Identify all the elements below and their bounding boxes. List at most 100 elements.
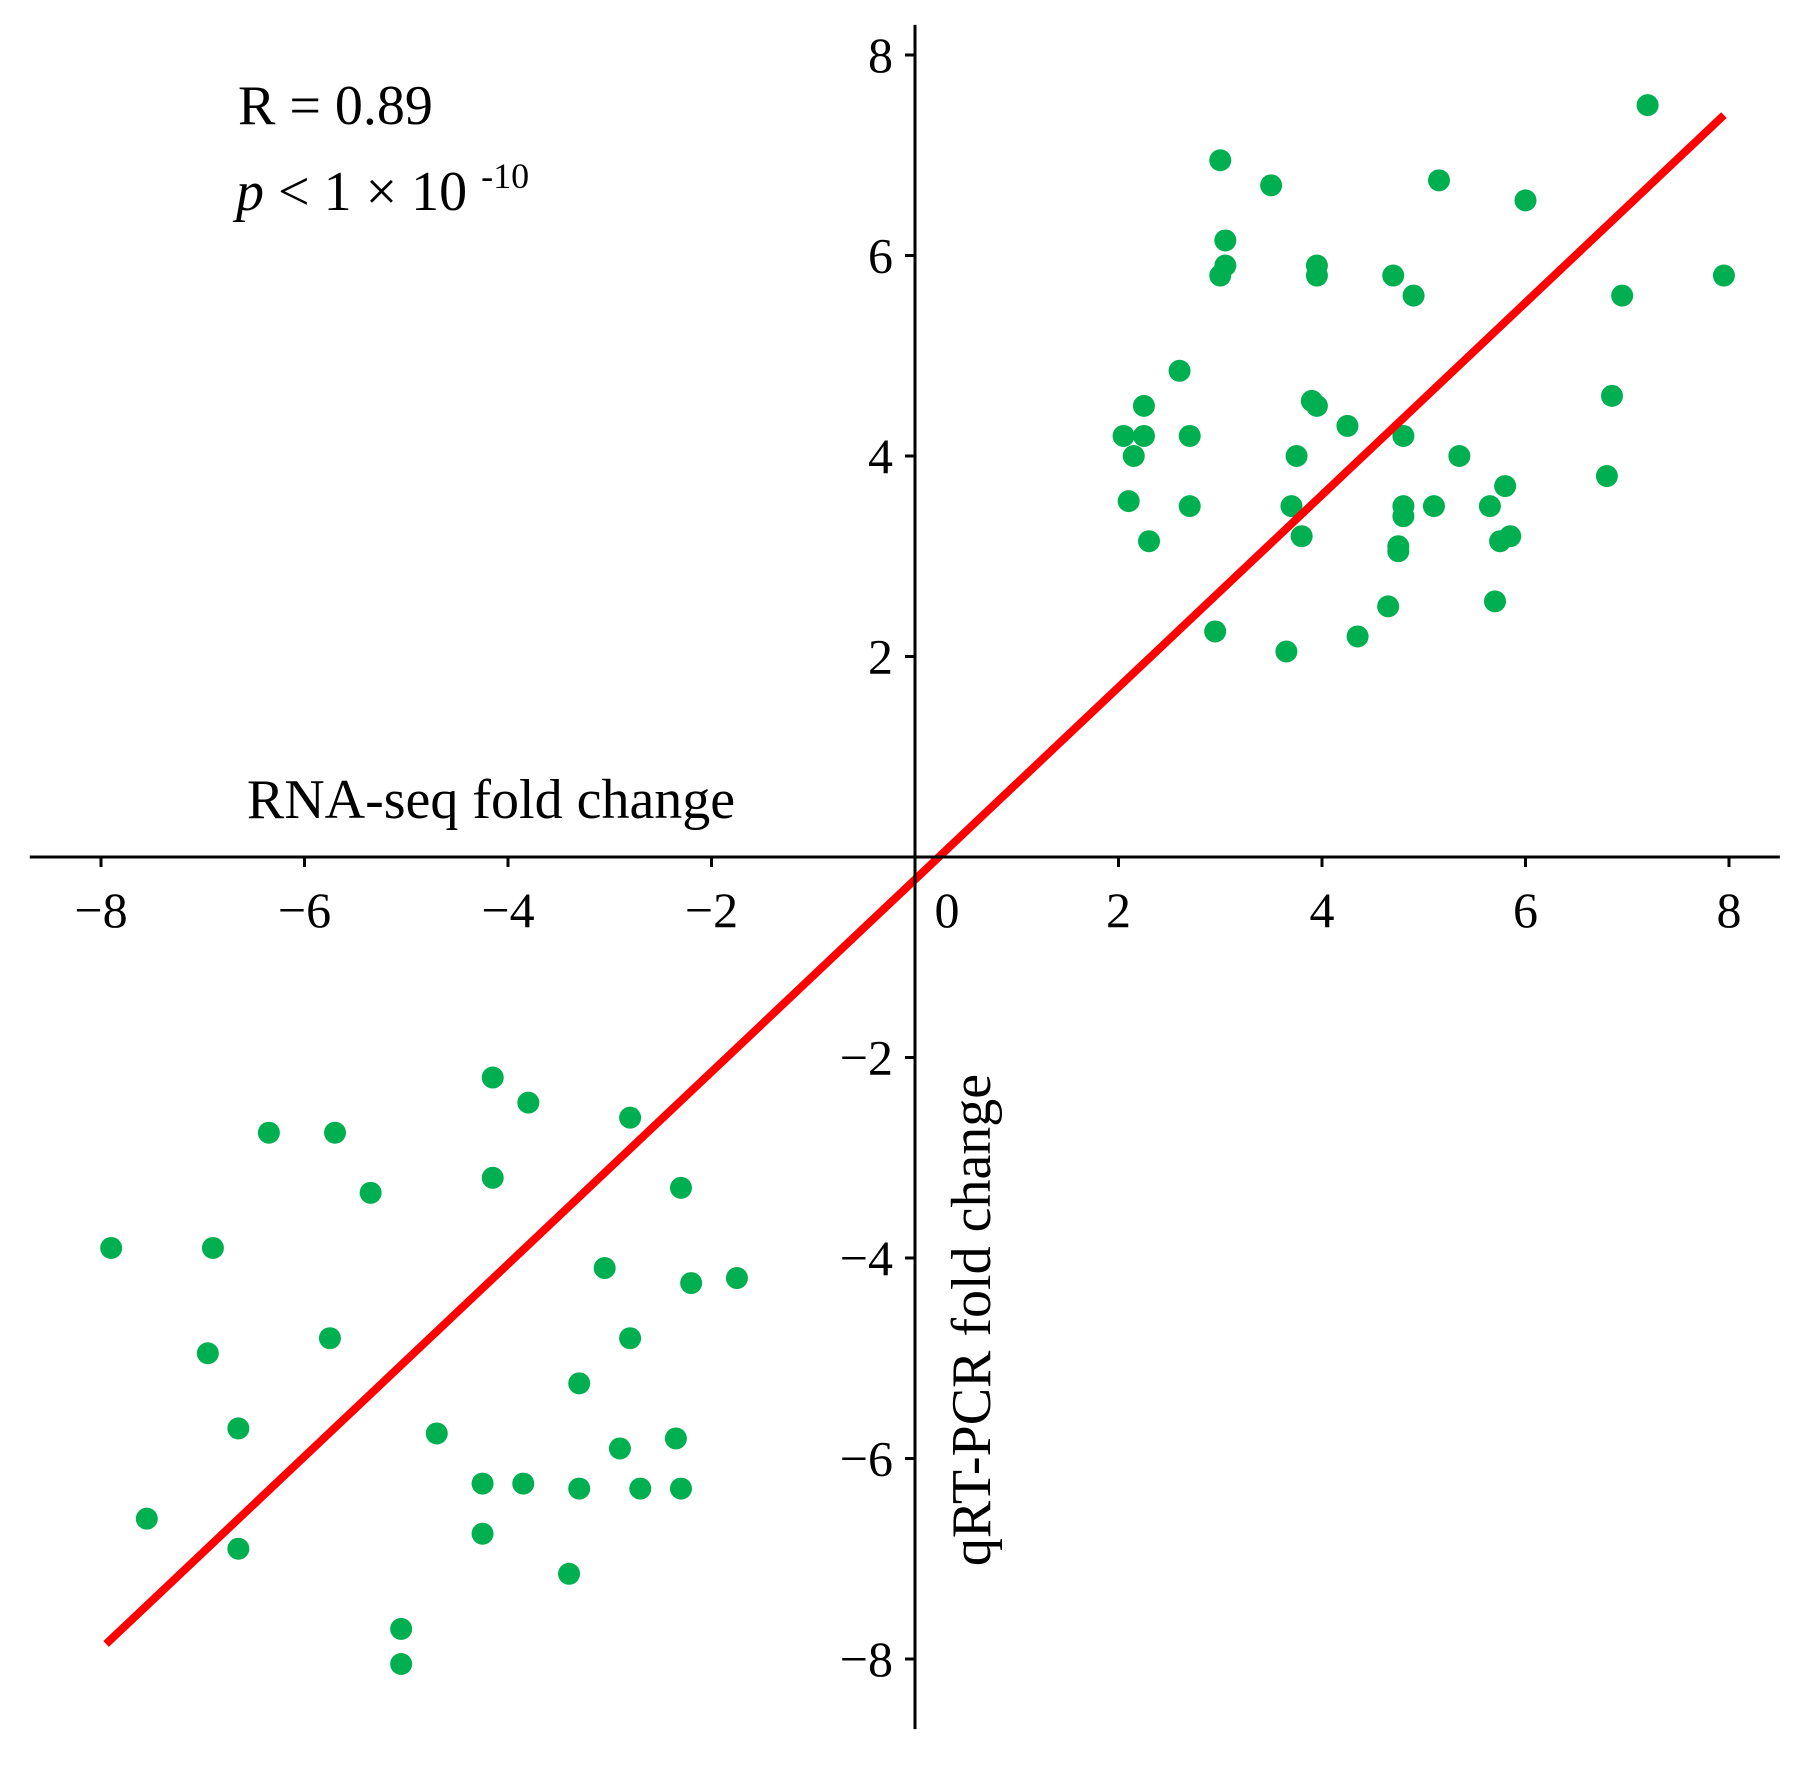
data-point (1285, 445, 1308, 467)
x-tick-label: −2 (685, 882, 738, 938)
y-tick-label: −2 (840, 1030, 893, 1086)
data-point (1214, 254, 1237, 277)
y-axis-ticks: −8 −6 −4 −2 2 4 6 8 (840, 27, 915, 1687)
r-value-annotation: R = 0.89 (238, 75, 433, 137)
data-point (1178, 424, 1201, 447)
data-point (100, 1236, 123, 1259)
y-axis-title: qRT-PCR fold change (941, 1074, 1003, 1566)
data-point (1387, 540, 1410, 563)
data-point (1483, 590, 1506, 613)
data-point (135, 1507, 158, 1530)
x-tick-label: −6 (278, 882, 331, 938)
data-point (227, 1537, 250, 1560)
data-point (512, 1472, 535, 1495)
data-point (1214, 229, 1237, 252)
x-tick-label: 8 (1717, 882, 1742, 938)
y-tick-label: −8 (840, 1631, 893, 1687)
x-tick-label: 4 (1310, 882, 1335, 938)
data-point (390, 1653, 413, 1676)
data-point (201, 1236, 224, 1259)
data-point (1448, 445, 1471, 467)
data-point (1494, 475, 1517, 498)
data-point (725, 1267, 748, 1290)
p-value-text: < 1 × 10 (278, 161, 467, 223)
data-point (318, 1327, 341, 1350)
data-point (257, 1121, 280, 1144)
data-point (517, 1091, 540, 1114)
x-tick-label: −8 (74, 882, 127, 938)
data-point (1636, 94, 1659, 117)
data-point (1382, 264, 1405, 287)
data-point (1392, 505, 1415, 528)
data-point (481, 1166, 504, 1189)
data-point (481, 1066, 504, 1089)
data-point (1336, 414, 1359, 437)
data-point (390, 1617, 413, 1640)
data-point (1168, 359, 1191, 382)
data-point (669, 1176, 692, 1199)
data-point (1204, 620, 1227, 643)
data-point (1290, 525, 1313, 548)
data-point (680, 1272, 703, 1295)
data-point (558, 1562, 581, 1585)
data-point (669, 1477, 692, 1500)
data-point (227, 1417, 250, 1440)
data-point (1132, 394, 1155, 417)
p-symbol: p (232, 161, 264, 223)
data-point (1377, 595, 1400, 618)
data-point (1117, 490, 1140, 513)
data-point (1712, 264, 1735, 287)
data-point (1305, 254, 1328, 277)
y-tick-label: 2 (868, 629, 893, 685)
y-tick-label: −4 (840, 1230, 893, 1286)
data-point (1499, 525, 1522, 548)
p-value-annotation: p < 1 × 10 -10 (232, 156, 529, 223)
data-point (1138, 530, 1161, 553)
y-tick-label: −6 (840, 1431, 893, 1487)
data-point (1346, 625, 1369, 648)
data-point (1478, 495, 1501, 518)
data-point (1422, 495, 1445, 518)
x-axis-title: RNA-seq fold change (247, 769, 735, 831)
data-point (1132, 424, 1155, 447)
data-point (1112, 424, 1135, 447)
data-point (1392, 424, 1415, 447)
data-point (471, 1472, 494, 1495)
data-point (196, 1342, 219, 1365)
data-point (1595, 465, 1618, 488)
data-point (1611, 284, 1634, 307)
data-point (1275, 640, 1298, 663)
data-point (619, 1106, 642, 1129)
x-axis-ticks: −8 −6 −4 −2 0 2 4 6 8 (74, 857, 1742, 938)
scatter-points (100, 94, 1735, 1676)
y-tick-label: 4 (868, 428, 893, 484)
data-point (608, 1437, 631, 1460)
data-point (1402, 284, 1425, 307)
data-point (1209, 149, 1232, 172)
data-point (1260, 174, 1283, 197)
data-point (324, 1121, 347, 1144)
data-point (568, 1477, 591, 1500)
x-tick-label: 2 (1106, 882, 1131, 938)
data-point (1280, 495, 1303, 518)
data-point (664, 1427, 687, 1450)
x-tick-label: 6 (1513, 882, 1538, 938)
data-point (425, 1422, 448, 1445)
data-point (1122, 445, 1145, 467)
data-point (629, 1477, 652, 1500)
data-point (568, 1372, 591, 1395)
y-tick-label: 8 (868, 27, 893, 83)
data-point (1514, 189, 1537, 212)
x-tick-label: 0 (935, 882, 960, 938)
data-point (1305, 394, 1328, 417)
x-tick-label: −4 (481, 882, 534, 938)
data-point (471, 1522, 494, 1545)
data-point (1600, 384, 1623, 407)
data-point (1428, 169, 1451, 192)
data-point (359, 1181, 382, 1204)
p-value-exponent: -10 (481, 156, 529, 196)
data-point (593, 1257, 616, 1280)
data-point (1178, 495, 1201, 518)
data-point (619, 1327, 642, 1350)
